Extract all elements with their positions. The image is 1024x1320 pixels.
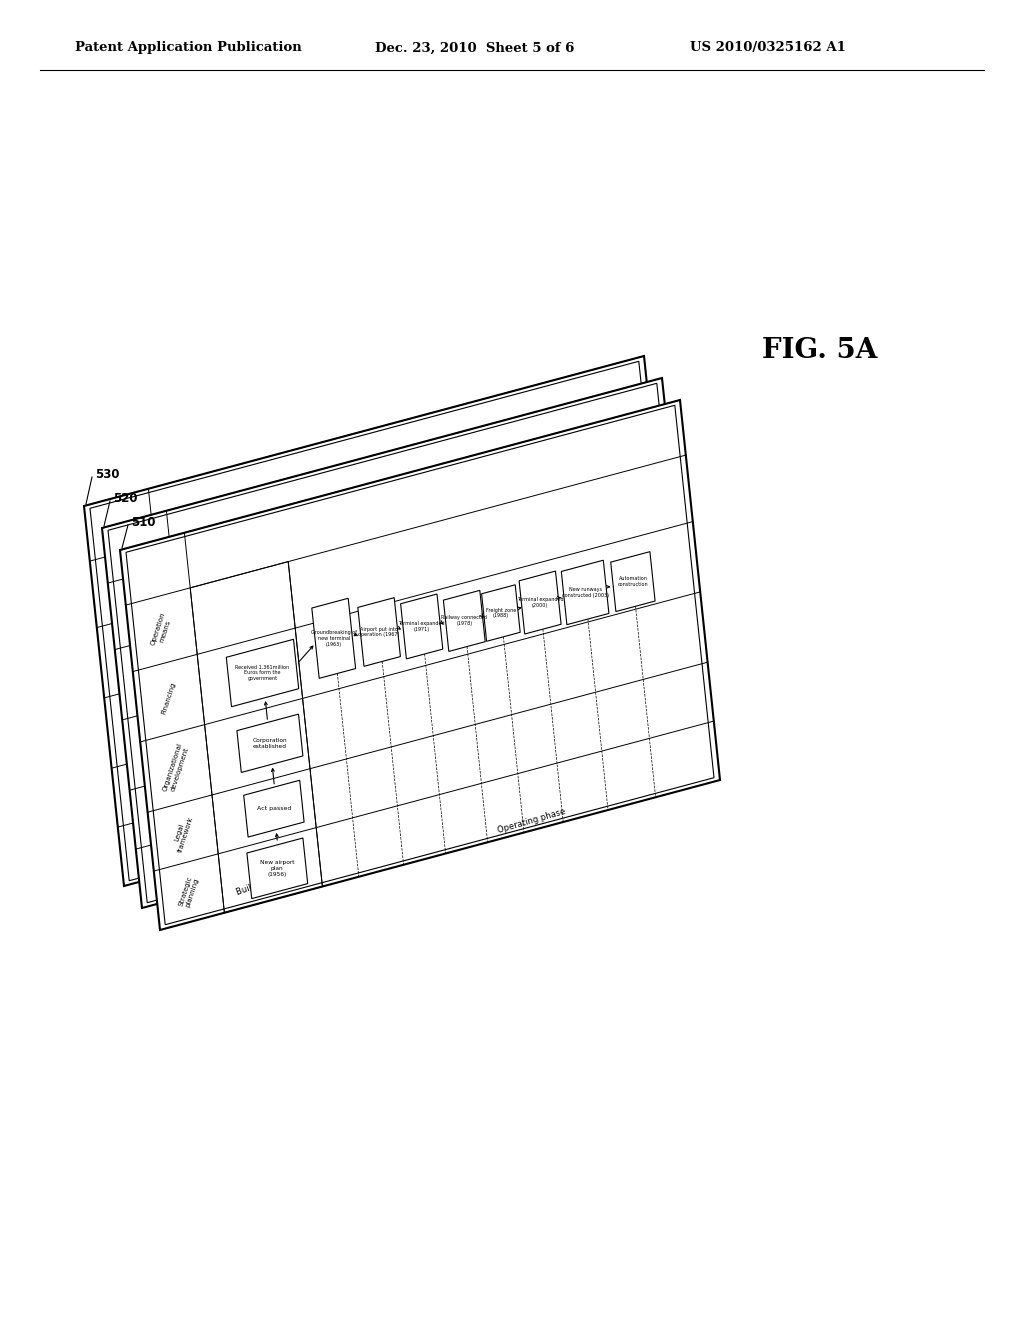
Text: Act passed: Act passed <box>257 807 291 812</box>
Text: 520: 520 <box>113 491 137 504</box>
Text: Strategic
planning: Strategic planning <box>142 830 164 865</box>
Text: Financing: Financing <box>125 638 140 671</box>
Polygon shape <box>383 758 477 843</box>
Text: New runways
constructed (2003): New runways constructed (2003) <box>561 587 608 598</box>
Text: Building phase: Building phase <box>217 846 279 875</box>
Text: 530: 530 <box>95 467 120 480</box>
Text: Financing: Financing <box>161 681 177 715</box>
Text: Airport put into
operation (1967): Airport put into operation (1967) <box>358 627 399 638</box>
Text: Financing: Financing <box>142 659 159 693</box>
Text: Automation
construction: Automation construction <box>617 577 648 587</box>
Text: Patent Application Publication: Patent Application Publication <box>75 41 302 54</box>
Text: Terminal expanded
(1971): Terminal expanded (1971) <box>398 620 445 632</box>
Text: Building phase: Building phase <box>234 867 297 896</box>
Polygon shape <box>443 590 485 652</box>
Text: Organizational
development: Organizational development <box>162 742 190 795</box>
Text: Received 1.361million
Euros form the
government: Received 1.361million Euros form the gov… <box>236 665 290 681</box>
Polygon shape <box>102 378 702 908</box>
Polygon shape <box>244 780 304 837</box>
Text: Organizational
development: Organizational development <box>144 721 172 772</box>
Text: Building phase: Building phase <box>199 824 261 853</box>
Polygon shape <box>311 598 355 678</box>
Polygon shape <box>559 688 623 770</box>
Text: Operation
means: Operation means <box>114 568 137 605</box>
Text: Operating phase: Operating phase <box>461 763 530 791</box>
Text: Operation
means: Operation means <box>150 611 173 648</box>
Text: Strategies of the first 5
airports in Europe (1988): Strategies of the first 5 airports in Eu… <box>395 795 465 807</box>
Text: Legal
framework: Legal framework <box>171 813 195 853</box>
Polygon shape <box>400 594 442 659</box>
Text: Freight zone
(1988): Freight zone (1988) <box>485 607 516 619</box>
Text: Concept of airport
city
(1998): Concept of airport city (1998) <box>566 721 616 737</box>
Polygon shape <box>561 560 609 624</box>
Polygon shape <box>247 838 307 899</box>
Polygon shape <box>481 585 520 642</box>
Text: Operating phase: Operating phase <box>497 807 566 834</box>
Polygon shape <box>610 552 655 611</box>
Text: Terminal expanded
(2000): Terminal expanded (2000) <box>517 597 563 609</box>
Text: Dec. 23, 2010  Sheet 5 of 6: Dec. 23, 2010 Sheet 5 of 6 <box>375 41 574 54</box>
Text: Legal
framework: Legal framework <box>135 770 159 809</box>
Text: Corporation
established: Corporation established <box>253 738 287 748</box>
Polygon shape <box>357 598 400 667</box>
Text: Organizational
development: Organizational development <box>126 698 155 751</box>
Polygon shape <box>120 400 720 931</box>
Text: Groundbreaking of
new terminal
(1963): Groundbreaking of new terminal (1963) <box>310 630 356 647</box>
Text: Operating phase: Operating phase <box>478 784 549 813</box>
Polygon shape <box>226 639 299 706</box>
Text: Operation
means: Operation means <box>132 589 155 626</box>
Text: Strategic
planning: Strategic planning <box>178 875 200 909</box>
Polygon shape <box>519 572 561 634</box>
Text: New airport
plan
(1956): New airport plan (1956) <box>260 861 295 876</box>
Text: 510: 510 <box>131 516 156 528</box>
Polygon shape <box>84 356 684 886</box>
Text: US 2010/0325162 A1: US 2010/0325162 A1 <box>690 41 846 54</box>
Text: FIG. 5A: FIG. 5A <box>762 337 878 363</box>
Text: Railway connected
(1978): Railway connected (1978) <box>441 615 487 626</box>
Polygon shape <box>237 714 303 772</box>
Text: Legal
framework: Legal framework <box>153 791 177 830</box>
Text: Strategic
planning: Strategic planning <box>160 853 182 887</box>
